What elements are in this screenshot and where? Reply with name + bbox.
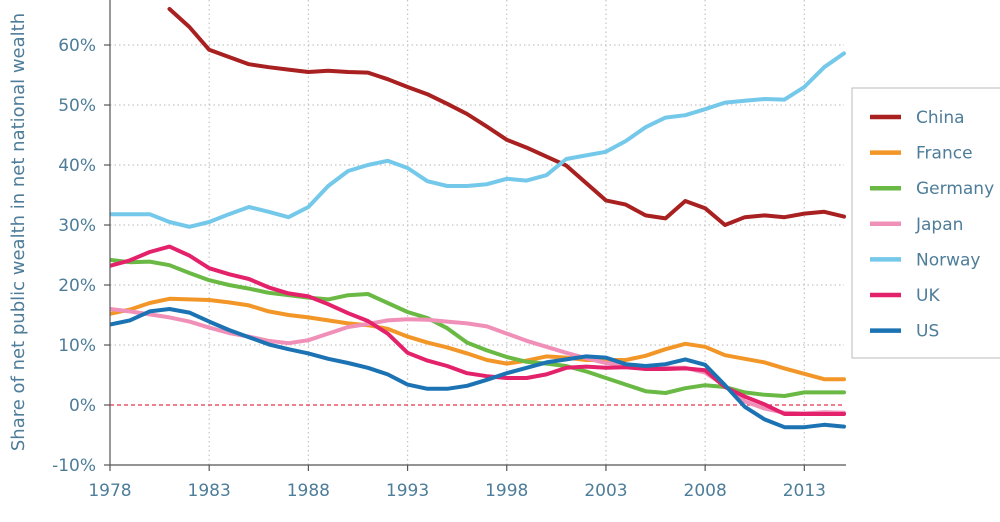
- x-tick-label: 2008: [684, 481, 727, 501]
- legend: China France Germany Japan Norway UK US: [851, 87, 1000, 359]
- y-tick-label: 50%: [58, 96, 96, 116]
- y-tick-label: 0%: [69, 396, 96, 416]
- x-tick-label: 1993: [386, 481, 429, 501]
- legend-label-us: US: [916, 322, 939, 342]
- legend-label-norway: Norway: [916, 250, 981, 270]
- y-tick-label: 60%: [58, 36, 96, 56]
- series-line-france: [110, 296, 846, 382]
- y-axis-ticks: -10% 0% 10% 20% 30% 40% 50% 60%: [52, 36, 110, 476]
- y-axis-label: Share of net public wealth in net nation…: [8, 13, 29, 451]
- x-tick-label: 1988: [287, 481, 330, 501]
- series-line-china: [167, 7, 846, 227]
- legend-label-japan: Japan: [915, 215, 963, 235]
- y-tick-label: 30%: [58, 216, 96, 236]
- legend-label-germany: Germany: [916, 179, 994, 199]
- x-tick-label: 2013: [783, 481, 826, 501]
- series-lines: [110, 7, 846, 430]
- x-axis-ticks: 1978 1983 1988 1993 1998 2003 2008 2013: [88, 465, 826, 501]
- y-tick-label: 10%: [58, 336, 96, 356]
- x-tick-label: 1998: [485, 481, 528, 501]
- y-tick-label: -10%: [52, 456, 96, 476]
- x-tick-label: 1978: [88, 481, 131, 501]
- legend-label-france: France: [916, 144, 973, 164]
- y-tick-label: 40%: [58, 156, 96, 176]
- x-tick-label: 1983: [188, 481, 231, 501]
- y-tick-label: 20%: [58, 276, 96, 296]
- x-tick-label: 2003: [584, 481, 627, 501]
- axes: [109, 0, 846, 466]
- series-line-us: [110, 307, 846, 430]
- legend-label-uk: UK: [916, 286, 940, 306]
- series-line-norway: [110, 51, 846, 229]
- legend-label-china: China: [916, 108, 965, 128]
